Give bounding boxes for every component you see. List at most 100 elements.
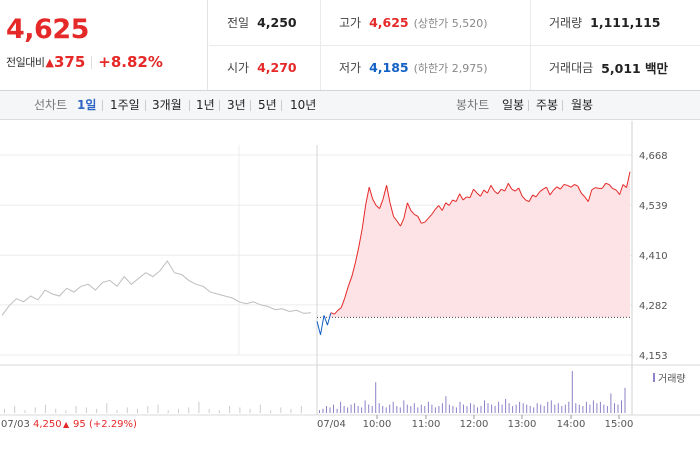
volume-bar <box>610 393 612 413</box>
divider <box>281 100 282 111</box>
volume-bar <box>178 408 179 413</box>
price-line-segment <box>414 213 419 217</box>
price-line-segment <box>518 187 523 197</box>
volume-bar <box>512 406 514 413</box>
price-line-segment <box>480 189 485 197</box>
prev-day-pct: (+2.29%) <box>89 419 137 430</box>
price-line-segment <box>438 205 443 211</box>
volume-bar <box>75 406 77 413</box>
volume-bar <box>382 406 384 413</box>
price-line-segment <box>525 199 530 203</box>
price-line-segment <box>337 307 342 311</box>
volume-bar <box>452 406 454 413</box>
volume-bar <box>445 396 447 413</box>
volume-bar <box>491 404 493 413</box>
volume-bar <box>188 407 190 413</box>
price-line-segment <box>365 187 370 205</box>
period-1y[interactable]: 1년 <box>196 98 215 112</box>
price-line-segment <box>316 321 321 335</box>
volume-bar <box>561 406 563 413</box>
price-line-segment <box>410 210 415 215</box>
volume-bar <box>420 404 422 413</box>
prev-day-date: 07/03 <box>1 419 30 430</box>
period-3y[interactable]: 3년 <box>227 98 246 112</box>
candle-weekly[interactable]: 주봉 <box>536 98 559 112</box>
candle-daily[interactable]: 일봉 <box>502 98 525 112</box>
volume-bar <box>484 400 485 413</box>
volume-bar <box>550 400 552 413</box>
price-line-segment <box>406 202 412 211</box>
volume-bar <box>501 404 503 413</box>
price-line-segment <box>344 286 349 299</box>
price-line-segment <box>553 186 558 191</box>
volume-bar <box>350 404 352 413</box>
volume-bar <box>368 404 370 413</box>
price-line-segment <box>421 221 425 224</box>
price-line-segment <box>431 209 436 215</box>
stat-value: 1,111,115 <box>590 15 661 30</box>
volume-bar <box>116 410 118 413</box>
price-line-segment <box>612 187 617 191</box>
price-line-segment <box>528 194 534 202</box>
volume-bar <box>536 403 538 413</box>
period-10y[interactable]: 10년 <box>290 98 317 112</box>
price-line-segment <box>539 188 544 193</box>
volume-bar <box>424 406 426 413</box>
volume-bar <box>208 408 210 413</box>
price-line-segment <box>326 312 332 326</box>
volume-bar <box>557 403 559 413</box>
price-line-segment <box>570 184 575 188</box>
volume-bar <box>554 404 556 413</box>
up-arrow-icon: ▲ <box>63 420 70 429</box>
volume-bar <box>65 410 67 413</box>
today-date: 07/04 <box>317 419 346 430</box>
volume-bar <box>522 403 524 413</box>
price-line-segment <box>469 189 474 198</box>
price-line-segment <box>323 315 328 326</box>
price-line-segment <box>358 228 363 248</box>
candle-monthly[interactable]: 월봉 <box>571 98 594 112</box>
volume-bar <box>329 407 331 413</box>
divider <box>528 100 529 111</box>
volume-bar <box>137 408 138 413</box>
volume-bar <box>463 404 464 413</box>
stat-label: 거래대금 <box>549 61 594 75</box>
price-line-segment <box>448 199 454 206</box>
volume-bar <box>167 410 169 413</box>
volume-bar <box>300 406 302 413</box>
lower-limit: (하한가 2,975) <box>413 61 488 75</box>
volume-bar <box>14 406 16 413</box>
volume-bar <box>410 406 412 413</box>
price-line-segment <box>591 187 596 191</box>
stat-value: 4,625 <box>369 15 409 30</box>
volume-bar <box>585 401 587 413</box>
volume-bar <box>340 401 342 413</box>
volume-bar <box>470 403 471 413</box>
price-chart[interactable]: 4,668 4,539 4,410 4,282 4,153 거래량 07/03 4,250 ▲ 9… <box>0 121 700 450</box>
volume-bar <box>406 404 408 413</box>
price-line-segment <box>389 202 394 217</box>
volume-legend: 거래량 <box>658 373 686 385</box>
current-price: 4,625 <box>6 14 89 45</box>
period-1d[interactable]: 1일 <box>77 98 97 112</box>
period-1w[interactable]: 1주일 <box>110 98 140 112</box>
stock-summary: 4,625 전일대비 ▲ 375 +8.82% 전일 4,250 시가 4,27… <box>0 0 700 91</box>
period-3m[interactable]: 3개월 <box>152 98 182 112</box>
volume-bar <box>455 407 457 413</box>
stat-label: 시가 <box>227 61 250 75</box>
upper-limit: (상한가 5,520) <box>413 16 488 30</box>
price-line-segment <box>584 196 589 202</box>
stat-value: 4,270 <box>257 60 297 75</box>
price-line-segment <box>382 185 388 200</box>
volume-bar <box>229 406 231 413</box>
price-line-segment <box>501 188 506 192</box>
stat-label: 전일 <box>227 16 250 30</box>
price-line-segment <box>441 202 447 211</box>
volume-bar <box>336 408 338 413</box>
volume-bar <box>44 404 46 413</box>
period-5y[interactable]: 5년 <box>258 98 277 112</box>
divider <box>562 100 563 111</box>
price-line-segment <box>494 190 499 195</box>
prev-day-line <box>1 260 312 316</box>
volume-bar <box>218 410 220 413</box>
